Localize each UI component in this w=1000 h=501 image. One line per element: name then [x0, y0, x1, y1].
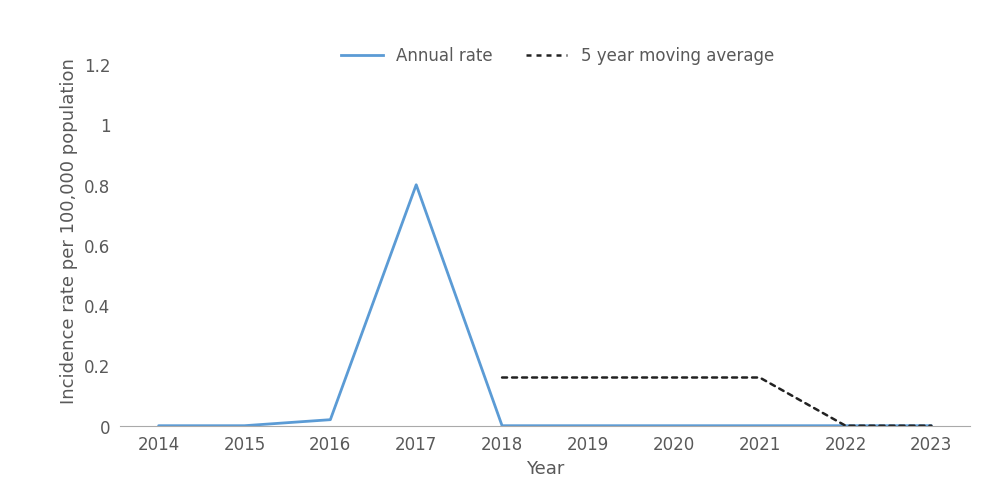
X-axis label: Year: Year — [526, 459, 564, 477]
Legend: Annual rate, 5 year moving average: Annual rate, 5 year moving average — [341, 47, 774, 65]
Y-axis label: Incidence rate per 100,000 population: Incidence rate per 100,000 population — [60, 58, 78, 403]
